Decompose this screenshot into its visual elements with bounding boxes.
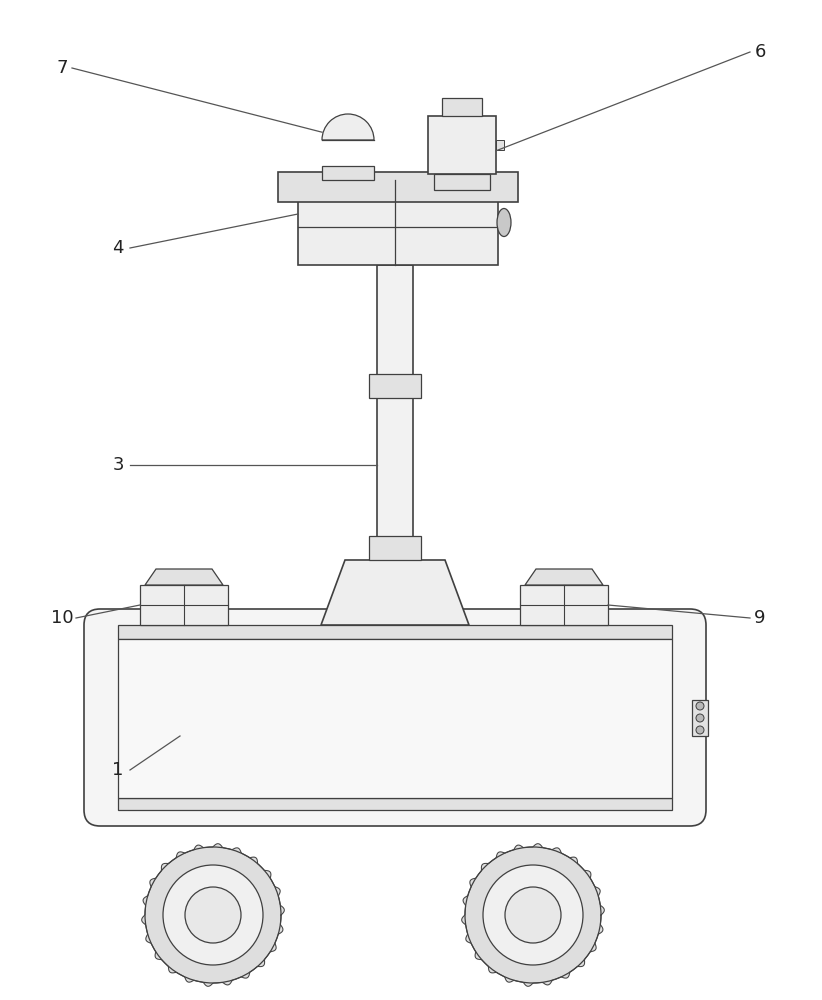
Bar (322, 166, 374, 180)
Circle shape (696, 726, 704, 734)
Circle shape (696, 714, 704, 722)
Text: 10: 10 (51, 609, 73, 627)
Bar (692, 700, 708, 736)
Text: 1: 1 (113, 761, 123, 779)
Text: 3: 3 (113, 456, 124, 474)
FancyBboxPatch shape (84, 609, 706, 826)
Circle shape (696, 702, 704, 710)
Bar (496, 140, 504, 150)
Bar (278, 172, 518, 202)
Bar (428, 116, 496, 174)
Bar (520, 585, 608, 625)
Bar (369, 374, 421, 398)
Polygon shape (321, 560, 469, 625)
Circle shape (185, 887, 241, 943)
Text: 6: 6 (755, 43, 765, 61)
Bar (369, 536, 421, 560)
Circle shape (505, 887, 561, 943)
Circle shape (163, 865, 263, 965)
Text: 7: 7 (56, 59, 67, 77)
Polygon shape (141, 844, 284, 986)
Bar (298, 180, 498, 265)
Bar (434, 174, 490, 190)
Polygon shape (525, 569, 603, 585)
Polygon shape (462, 844, 604, 986)
Wedge shape (322, 114, 374, 140)
Ellipse shape (497, 209, 511, 236)
Bar (118, 798, 672, 810)
Bar (377, 265, 413, 560)
Bar (118, 639, 672, 798)
Bar (140, 585, 228, 625)
Polygon shape (145, 569, 223, 585)
Bar (442, 98, 482, 116)
Circle shape (483, 865, 583, 965)
Bar (118, 625, 672, 639)
Text: 4: 4 (113, 239, 124, 257)
Text: 9: 9 (755, 609, 766, 627)
